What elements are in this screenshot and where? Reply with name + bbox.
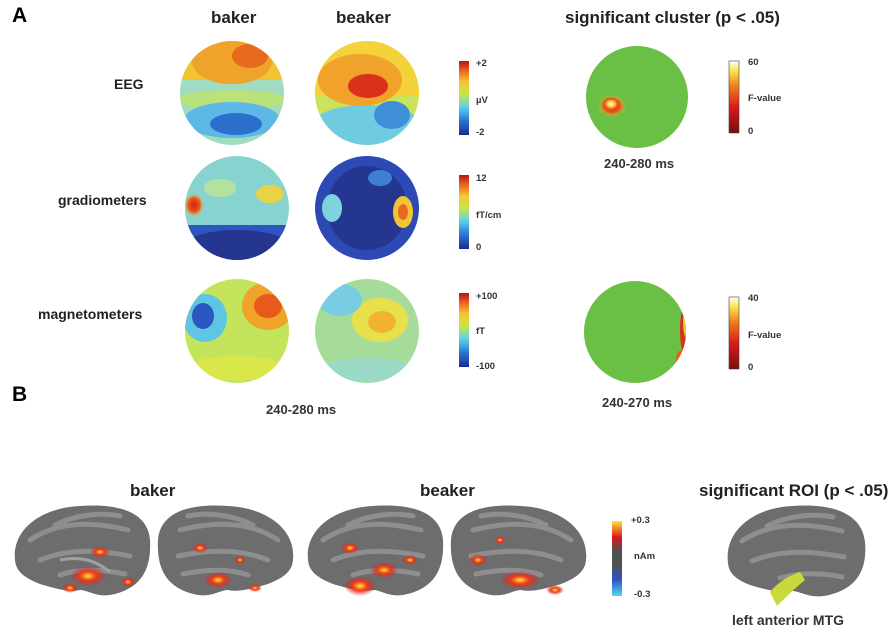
column-header-baker: baker <box>211 8 257 27</box>
scale-eeg-max: +2 <box>476 58 487 69</box>
cluster-map-eeg <box>586 46 688 148</box>
colorbar-cluster-mag <box>728 296 740 370</box>
cluster1-scale-max: 60 <box>748 57 759 68</box>
brain-column-beaker: beaker <box>420 481 475 500</box>
brain-baker-left <box>14 505 151 596</box>
colorbar-mag <box>459 293 469 367</box>
brain-column-baker: baker <box>130 481 176 500</box>
column-header-beaker: beaker <box>336 8 391 27</box>
scale-mag-min: -100 <box>476 361 496 372</box>
cluster2-scale-min: 0 <box>748 362 754 373</box>
brain-roi <box>727 505 866 606</box>
topomap-mag-beaker <box>315 279 419 383</box>
scale-grad-max: 12 <box>476 173 487 184</box>
brain-beaker-left <box>307 505 444 596</box>
colorbar-grad <box>459 175 469 249</box>
colorbar-nam <box>612 521 622 596</box>
scale-nam-min: -0.3 <box>634 589 651 600</box>
cluster2-scale-max: 40 <box>748 293 759 304</box>
scale-nam-unit: nAm <box>634 551 656 562</box>
row-label-magnetometers: magnetometers <box>38 306 143 322</box>
cluster1-scale-min: 0 <box>748 126 754 137</box>
colorbar-cluster-eeg <box>728 60 740 134</box>
topomap-grad-baker <box>185 156 289 260</box>
panel-a-letter: A <box>12 4 28 27</box>
scale-eeg-unit: µV <box>476 95 488 106</box>
scale-grad-min: 0 <box>476 242 482 253</box>
scale-mag-max: +100 <box>476 291 498 302</box>
scale-nam-max: +0.3 <box>631 515 650 526</box>
topomap-eeg-beaker <box>315 41 419 145</box>
brain-baker-right <box>157 505 294 596</box>
cluster-title: significant cluster (p < .05) <box>565 8 780 27</box>
cluster1-time-window: 240-280 ms <box>604 156 675 171</box>
panel-b-letter: B <box>12 383 28 406</box>
cluster2-time-window: 240-270 ms <box>602 395 673 410</box>
brain-beaker-right <box>450 505 587 596</box>
row-label-gradiometers: gradiometers <box>58 192 147 208</box>
colorbar-eeg <box>459 61 469 135</box>
scale-eeg-min: -2 <box>476 127 485 138</box>
topomap-mag-baker <box>185 279 289 383</box>
roi-label: left anterior MTG <box>732 612 845 628</box>
cluster2-scale-unit: F-value <box>748 330 782 341</box>
cluster1-scale-unit: F-value <box>748 93 782 104</box>
topomap-grad-beaker <box>315 156 419 260</box>
topomap-time-window: 240-280 ms <box>266 402 337 417</box>
topomap-eeg-baker <box>180 41 284 145</box>
roi-title: significant ROI (p < .05) <box>699 481 889 500</box>
cluster-map-mag <box>584 281 686 383</box>
row-label-eeg: EEG <box>114 76 144 92</box>
scale-grad-unit: fT/cm <box>476 210 502 221</box>
roi-highlight <box>770 572 805 606</box>
scale-mag-unit: fT <box>476 326 485 337</box>
